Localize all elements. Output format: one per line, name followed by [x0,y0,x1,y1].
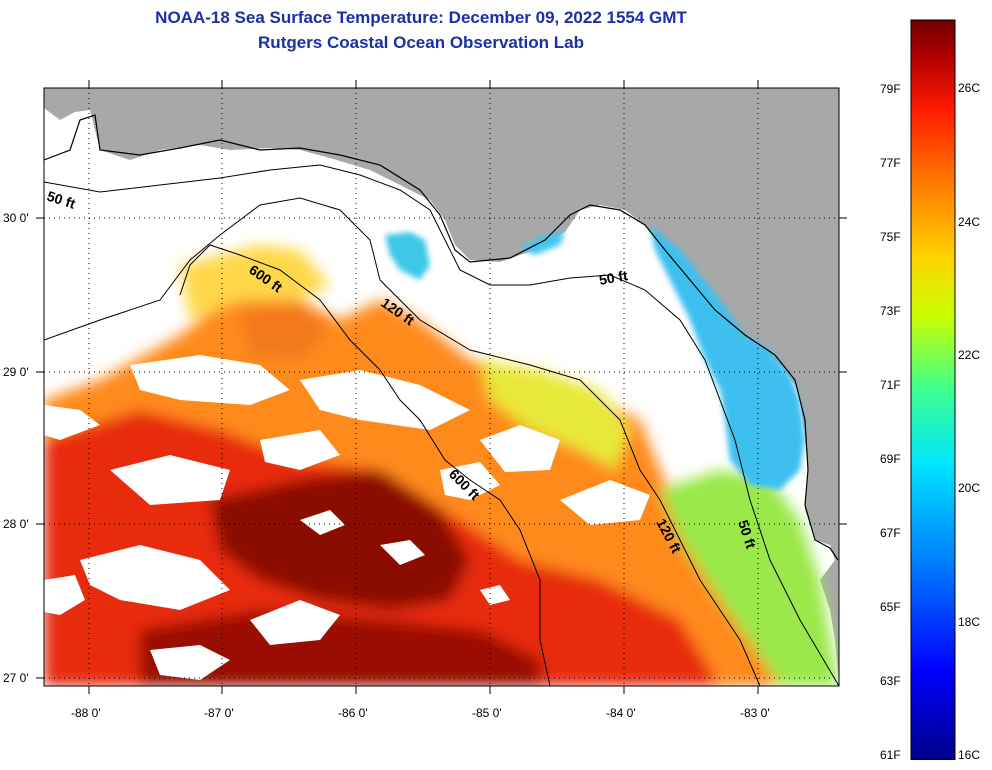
lat-label-28: 28 0' [3,517,29,531]
sst-cool-band [650,225,805,490]
lat-label-29: 29 0' [3,365,29,379]
colorbar-gradient [910,19,956,760]
sst-cool-band-nw [520,232,565,255]
colorbar-c-16: 16C [958,748,981,762]
colorbar-c-20: 20C [958,481,981,495]
sst-orange-patch [240,305,330,360]
colorbar-f-77: 77F [880,156,901,170]
colorbar-f-73: 73F [880,304,901,318]
sst-cool-nw-bay [385,232,430,280]
map-subtitle: Rutgers Coastal Ocean Observation Lab [258,33,584,52]
lon-label-87: -87 0' [204,706,234,720]
colorbar-f-75: 75F [880,230,901,244]
colorbar-c-26: 26C [958,81,981,95]
colorbar-f-61: 61F [880,748,901,762]
colorbar-f-63: 63F [880,674,901,688]
contour-label-50ft-e: 50 ft [598,267,629,288]
sst-darkred-south [140,610,540,686]
colorbar-f-67: 67F [880,526,901,540]
map-frame [43,87,840,687]
contour-50ft-line [44,164,839,686]
cloud-patches [44,290,650,680]
colorbar-f-79: 79F [880,82,901,96]
lon-label-88: -88 0' [71,706,101,720]
sst-yellow-band-2 [480,360,630,470]
contour-600ft-line [179,244,551,686]
colorbar-f-69: 69F [880,452,901,466]
lon-label-86: -86 0' [338,706,368,720]
lon-label-83: -83 0' [740,706,770,720]
lat-label-27: 27 0' [3,671,29,685]
contour-120ft-line [44,197,761,686]
colorbar-c-22: 22C [958,348,981,362]
sst-yellow-band [180,245,330,320]
sst-darkred-core [210,470,470,610]
map-title: NOAA-18 Sea Surface Temperature: Decembe… [155,8,687,27]
coastline [44,114,839,561]
lon-label-85: -85 0' [472,706,502,720]
lat-label-30: 30 0' [3,211,29,225]
colorbar-c-18: 18C [958,615,981,629]
axis-ticks [36,80,847,694]
colorbar-f-65: 65F [880,600,901,614]
lon-label-84: -84 0' [606,706,636,720]
colorbar-f-71: 71F [880,378,901,392]
colorbar-c-24: 24C [958,215,981,229]
colorbar [910,19,956,760]
